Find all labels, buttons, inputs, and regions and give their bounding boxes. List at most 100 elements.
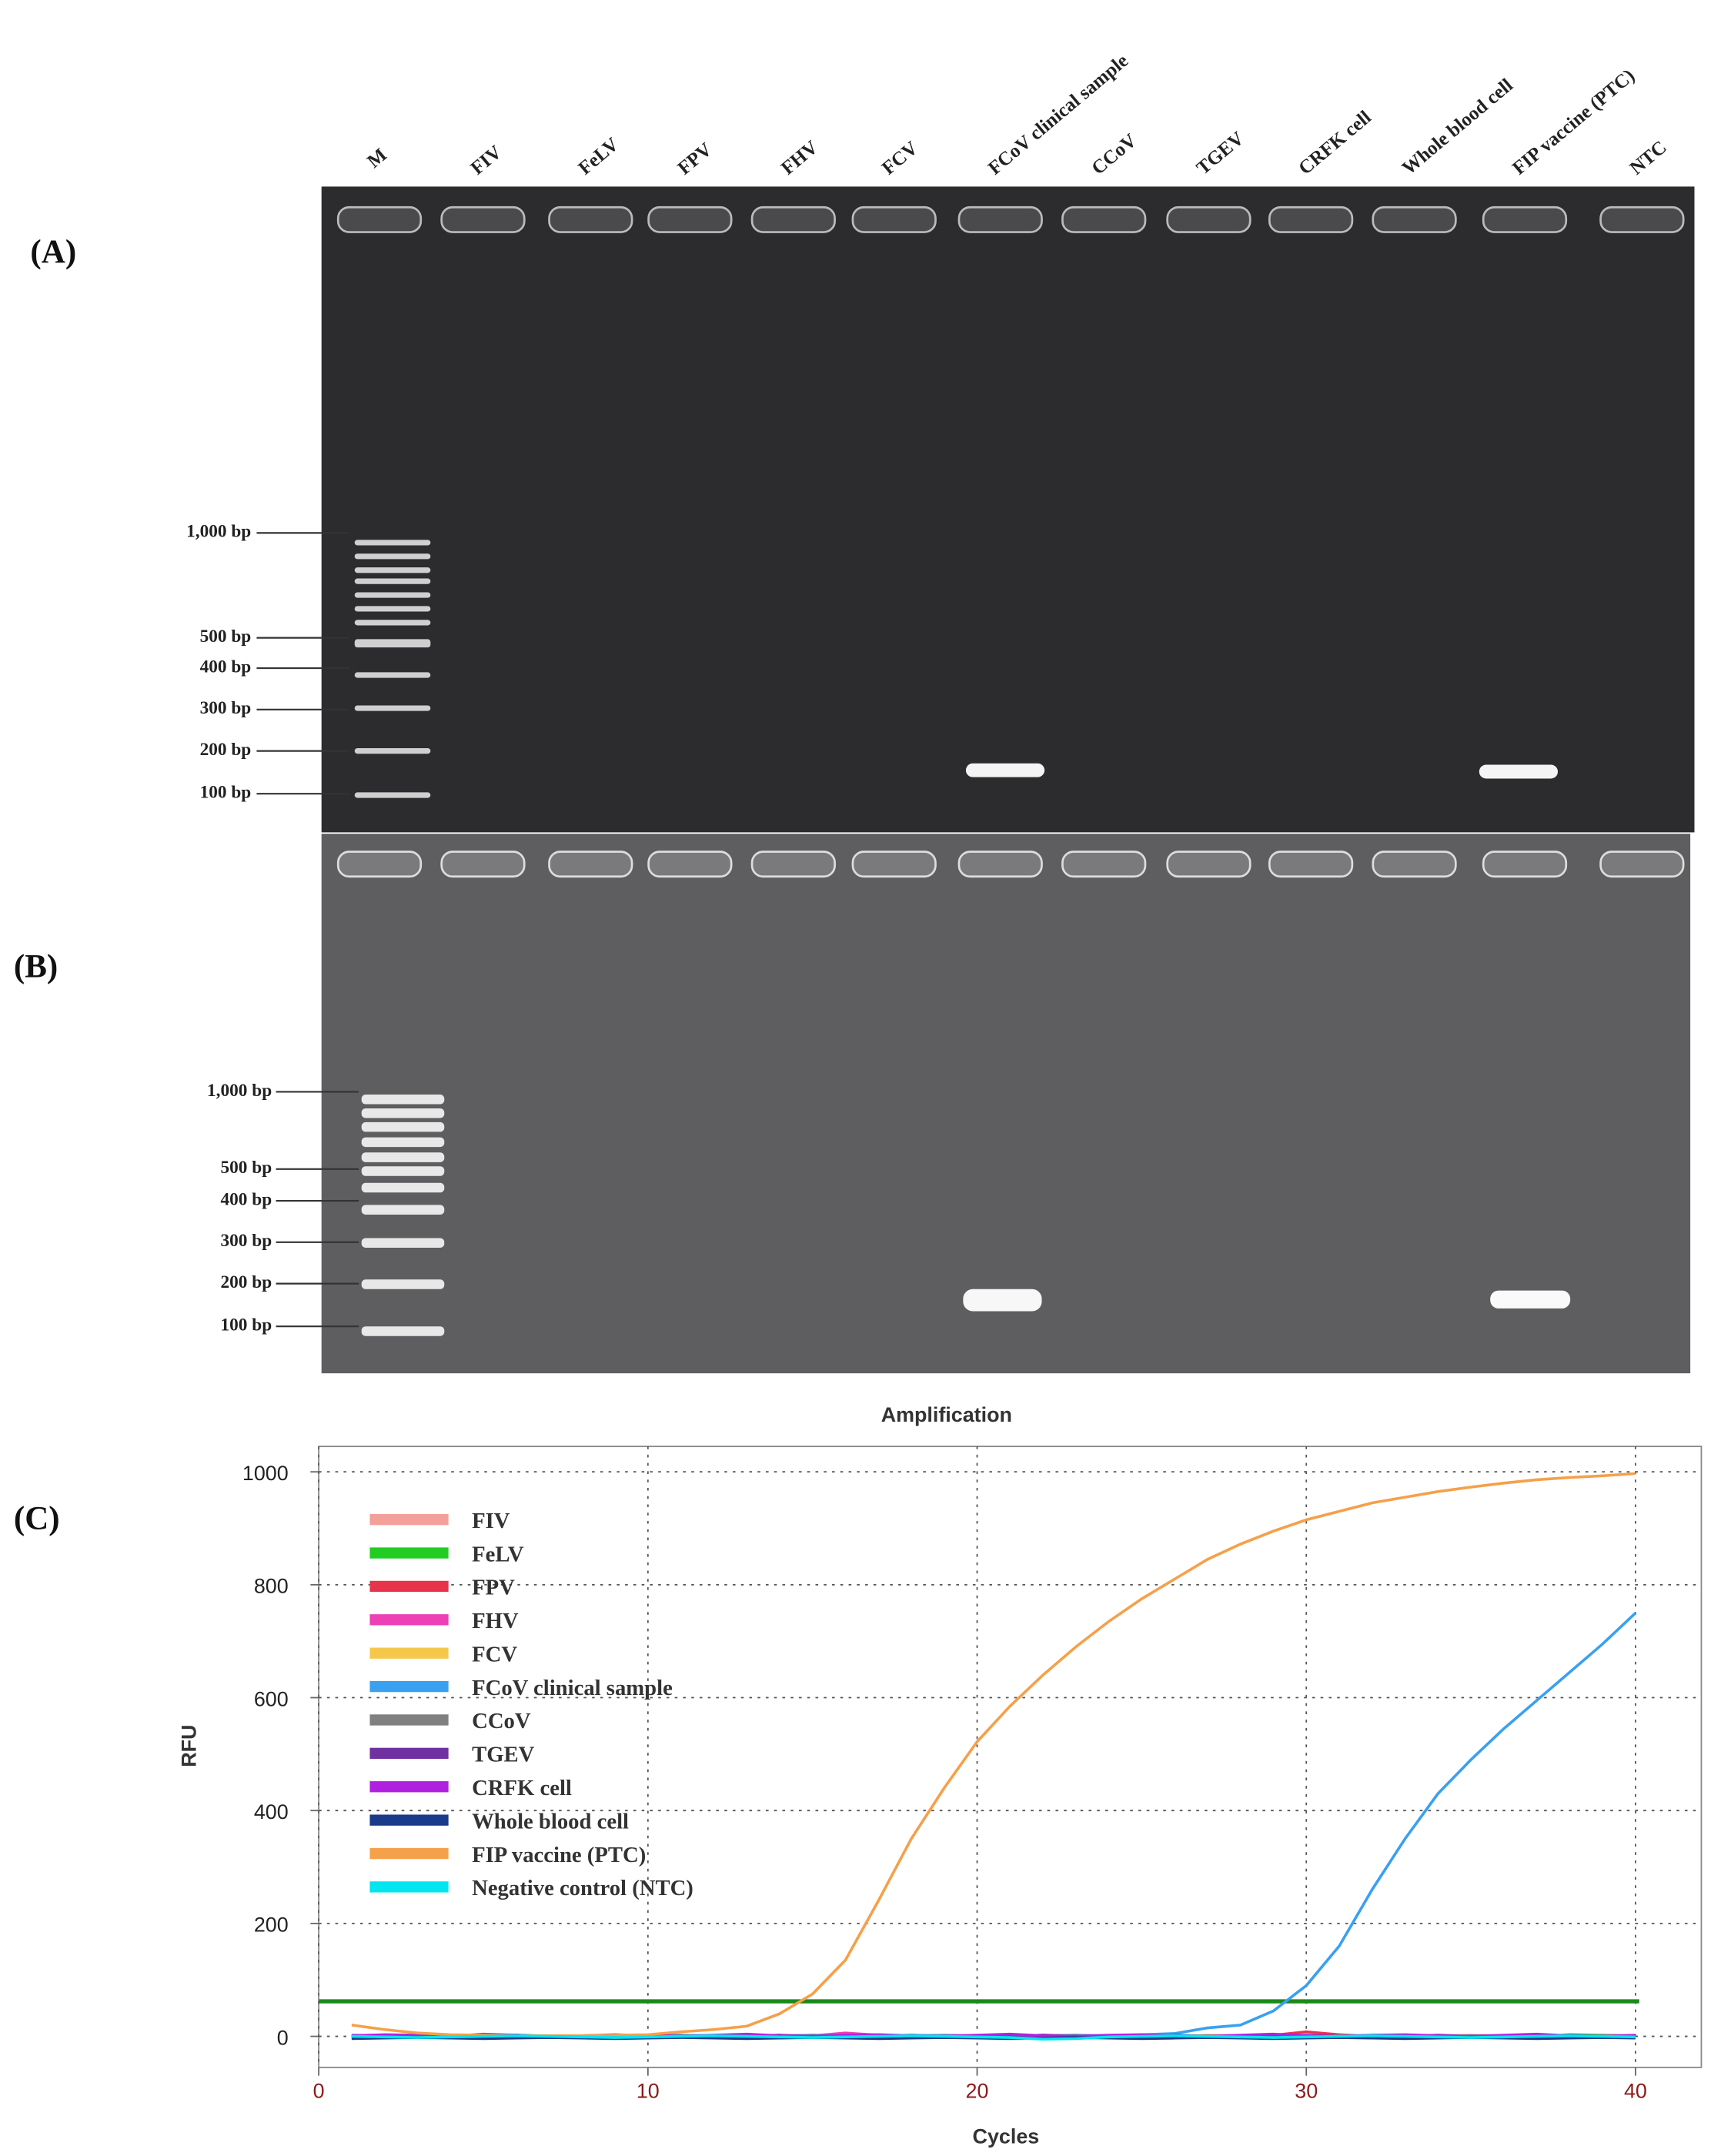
- well: [1061, 851, 1147, 878]
- marker-label: 200 bp: [200, 740, 252, 760]
- marker-label: 400 bp: [220, 1189, 272, 1209]
- y-axis-title: RFU: [178, 1725, 201, 1767]
- marker-label: 200 bp: [220, 1272, 272, 1292]
- legend-label: FIP vaccine (PTC): [472, 1843, 646, 1867]
- well: [851, 206, 937, 233]
- x-tick-label: 0: [313, 2079, 325, 2102]
- legend-swatch: [369, 1547, 449, 1559]
- legend-swatch: [369, 1814, 449, 1826]
- legend-label: FeLV: [472, 1542, 524, 1566]
- x-tick-label: 30: [1295, 2079, 1318, 2102]
- well: [440, 206, 526, 233]
- well: [548, 851, 633, 878]
- ladder-band: [354, 606, 431, 612]
- well: [750, 206, 836, 233]
- legend-label: FCoV clinical sample: [472, 1676, 673, 1700]
- marker-label: 100 bp: [220, 1315, 272, 1335]
- ladder-band: [354, 639, 431, 648]
- legend-swatch: [369, 1781, 449, 1793]
- well: [957, 851, 1043, 878]
- marker-label: 1,000 bp: [186, 522, 251, 542]
- ladder-band: [361, 1095, 445, 1105]
- well: [1166, 851, 1252, 878]
- y-tick-label: 1000: [242, 1462, 289, 1485]
- legend-swatch: [369, 1881, 449, 1893]
- marker-label: 300 bp: [200, 698, 252, 718]
- ladder-band: [361, 1166, 445, 1176]
- legend-label: Whole blood cell: [472, 1809, 629, 1833]
- well: [1372, 851, 1457, 878]
- legend-swatch: [369, 1680, 449, 1693]
- ladder-band: [354, 705, 431, 711]
- well: [1268, 206, 1354, 233]
- chart-title: Amplification: [881, 1403, 1012, 1426]
- ladder-band: [354, 592, 431, 598]
- ladder-band: [354, 620, 431, 626]
- panel-label: (A): [30, 234, 76, 270]
- well: [336, 206, 423, 233]
- ladder-band: [361, 1326, 445, 1336]
- gel-b: [321, 834, 1691, 1374]
- well: [336, 851, 423, 878]
- well: [851, 851, 937, 878]
- marker-label: 300 bp: [220, 1231, 272, 1251]
- ladder-band: [354, 540, 431, 546]
- ladder-band: [354, 567, 431, 573]
- ladder-band: [354, 792, 431, 798]
- well: [548, 206, 633, 233]
- legend-swatch: [369, 1714, 449, 1726]
- well: [1166, 206, 1252, 233]
- ladder-band: [354, 672, 431, 678]
- marker-label: 1,000 bp: [207, 1081, 272, 1101]
- legend-swatch: [369, 1847, 449, 1860]
- ladder-band: [361, 1238, 445, 1248]
- x-tick-label: 40: [1624, 2079, 1647, 2102]
- legend-label: Negative control (NTC): [472, 1876, 693, 1900]
- ladder-band: [354, 578, 431, 584]
- marker-label: 100 bp: [200, 783, 252, 803]
- ladder-band: [361, 1279, 445, 1289]
- gel-a: [321, 186, 1695, 833]
- legend-swatch: [369, 1580, 449, 1593]
- legend-label: FHV: [472, 1609, 519, 1633]
- well: [440, 851, 526, 878]
- well: [957, 206, 1043, 233]
- ladder-band: [361, 1108, 445, 1118]
- dna-band: [965, 763, 1045, 777]
- well: [1599, 206, 1685, 233]
- legend-label: CRFK cell: [472, 1776, 572, 1800]
- legend-label: TGEV: [472, 1743, 535, 1767]
- well: [1482, 851, 1568, 878]
- legend-swatch: [369, 1647, 449, 1659]
- legend-swatch: [369, 1747, 449, 1760]
- well: [1268, 851, 1354, 878]
- ladder-band: [361, 1137, 445, 1148]
- ladder-band: [361, 1121, 445, 1132]
- legend-label: FCV: [472, 1642, 517, 1666]
- y-tick-label: 0: [277, 2026, 289, 2049]
- marker-label: 500 bp: [200, 627, 252, 647]
- dna-band: [1479, 764, 1559, 779]
- legend-swatch: [369, 1614, 449, 1626]
- ladder-band: [361, 1152, 445, 1162]
- legend-label: CCoV: [472, 1709, 531, 1733]
- well: [1599, 851, 1685, 878]
- marker-label: 400 bp: [200, 657, 252, 677]
- x-tick-label: 20: [966, 2079, 989, 2102]
- x-axis-title: Cycles: [973, 2124, 1040, 2148]
- marker-label: 500 bp: [220, 1158, 272, 1178]
- legend-label: FPV: [472, 1576, 515, 1600]
- panel-label: (C): [14, 1501, 60, 1537]
- gels: [321, 186, 1695, 1374]
- panel-label: (B): [14, 949, 58, 985]
- legend-swatch: [369, 1514, 449, 1526]
- well: [647, 851, 733, 878]
- ladder-band: [354, 553, 431, 560]
- dna-band: [1490, 1290, 1571, 1309]
- plot-frame: [318, 1446, 1703, 2068]
- series-line: [351, 2034, 1636, 2041]
- y-tick-label: 800: [254, 1575, 289, 1598]
- dna-band: [963, 1289, 1042, 1312]
- well: [647, 206, 733, 233]
